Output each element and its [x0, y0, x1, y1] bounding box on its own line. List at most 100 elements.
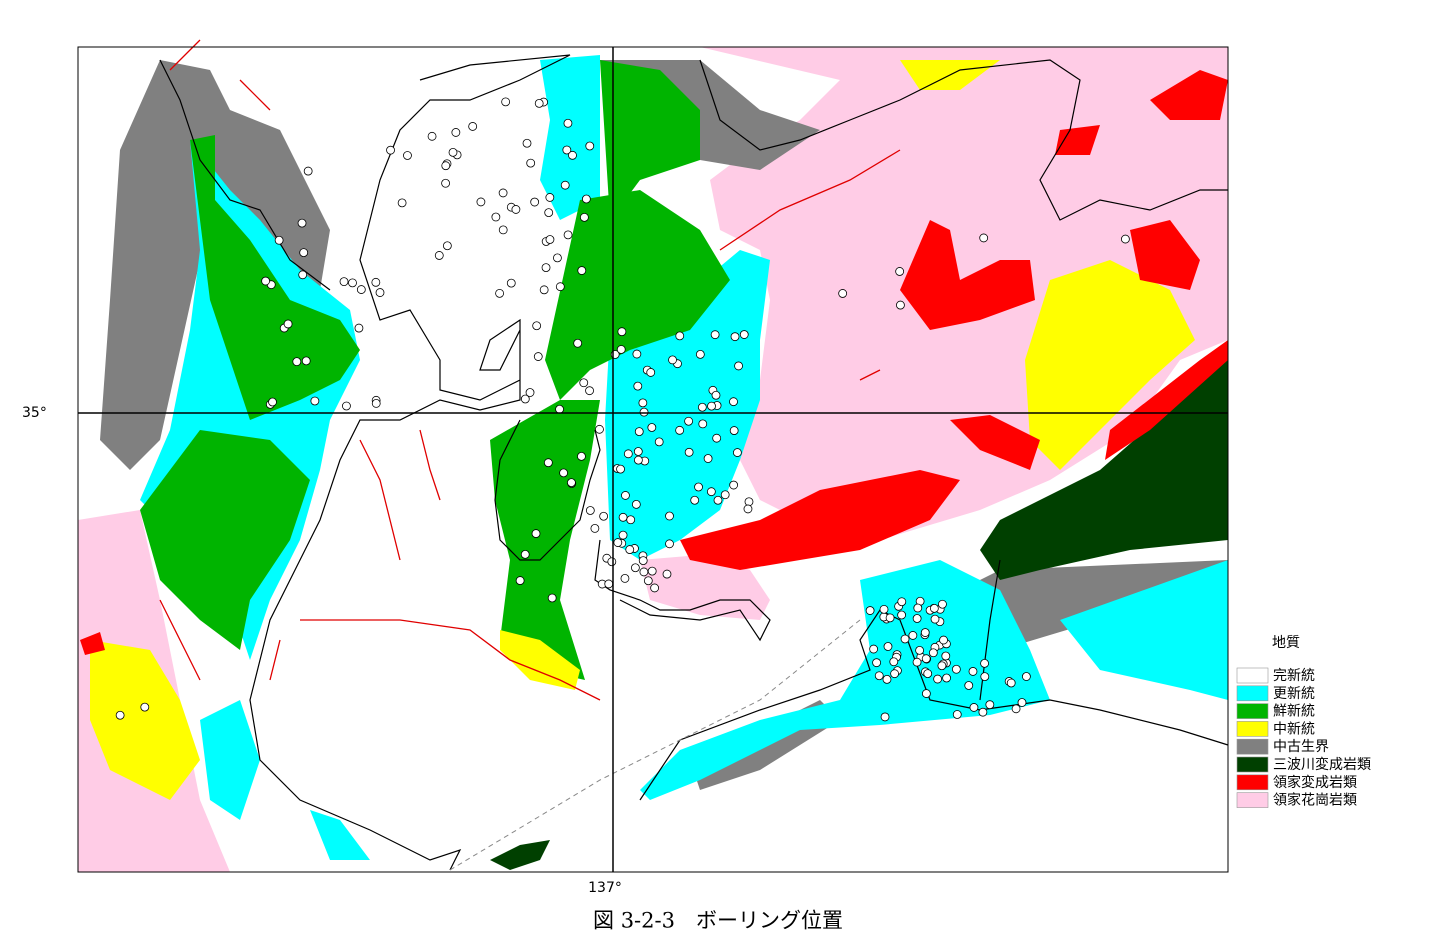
borehole: [698, 419, 708, 429]
borehole: [616, 464, 625, 474]
borehole: [720, 490, 730, 500]
legend-label: 三波川変成岩類: [1273, 756, 1371, 773]
borehole: [730, 332, 740, 342]
borehole: [665, 539, 674, 549]
borehole: [729, 426, 739, 435]
borehole: [665, 511, 674, 521]
borehole: [920, 628, 930, 637]
borehole: [354, 323, 364, 333]
map-frame: [77, 46, 1229, 873]
borehole: [441, 161, 451, 171]
borehole: [643, 576, 653, 586]
borehole: [268, 397, 277, 407]
borehole: [897, 610, 907, 620]
borehole: [734, 361, 743, 371]
legend-swatch: [1236, 721, 1269, 737]
pleistocene-area: [310, 810, 370, 860]
borehole: [889, 657, 899, 667]
borehole: [869, 644, 879, 654]
borehole: [1021, 672, 1031, 681]
fault: [159, 39, 901, 701]
borehole: [706, 487, 716, 497]
borehole: [712, 433, 722, 443]
borehole: [531, 529, 541, 538]
borehole: [675, 425, 685, 435]
ryoke-meta-area: [900, 220, 1035, 330]
borehole: [1017, 698, 1027, 707]
borehole: [638, 398, 648, 408]
borehole: [897, 597, 907, 607]
borehole: [980, 658, 989, 668]
ryoke-meta-area: [1105, 340, 1228, 460]
borehole: [684, 447, 694, 457]
borehole: [563, 230, 573, 240]
borehole: [560, 180, 570, 190]
borehole: [739, 330, 749, 339]
borehole: [585, 386, 594, 396]
borehole: [567, 478, 576, 488]
borehole: [937, 661, 947, 671]
borehole: [545, 235, 555, 244]
borehole: [623, 449, 633, 459]
borehole: [618, 512, 628, 522]
borehole: [599, 511, 609, 521]
borehole: [928, 648, 938, 658]
borehole: [534, 98, 544, 108]
borehole: [647, 566, 657, 576]
borehole: [442, 241, 452, 251]
borehole: [733, 448, 742, 457]
borehole: [579, 378, 589, 388]
legend-label: 領家花崗岩類: [1273, 792, 1357, 809]
borehole: [371, 277, 381, 287]
legend-swatch: [1236, 792, 1269, 808]
borehole: [375, 288, 385, 297]
borehole: [441, 178, 451, 188]
borehole: [577, 451, 586, 461]
boundary-line: [449, 619, 861, 871]
borehole: [707, 401, 716, 411]
borehole: [895, 267, 905, 276]
borehole: [938, 599, 947, 609]
ryoke-meta-area: [1150, 70, 1228, 120]
borehole: [299, 248, 309, 257]
borehole: [942, 673, 951, 683]
borehole: [923, 669, 933, 679]
borehole: [630, 563, 640, 573]
borehole: [568, 150, 577, 160]
borehole: [874, 671, 884, 681]
borehole: [633, 447, 643, 456]
borehole: [985, 700, 995, 710]
borehole: [427, 131, 437, 141]
coastline: [249, 54, 571, 871]
borehole: [872, 658, 881, 668]
borehole: [520, 549, 530, 559]
borehole: [694, 482, 703, 492]
pliocene-area: [600, 60, 700, 220]
borehole: [703, 454, 713, 463]
borehole: [646, 368, 656, 377]
borehole: [579, 212, 589, 222]
borehole: [979, 233, 989, 243]
borehole: [890, 669, 900, 679]
borehole: [633, 381, 643, 391]
borehole: [912, 657, 922, 667]
borehole: [448, 147, 458, 157]
pliocene-area: [190, 135, 360, 420]
borehole: [274, 235, 284, 245]
ryoke-meta-area: [1055, 125, 1100, 155]
borehole: [865, 606, 875, 615]
borehole: [915, 645, 925, 655]
borehole: [339, 277, 349, 287]
borehole: [921, 689, 931, 698]
borehole: [451, 128, 461, 137]
borehole: [1011, 704, 1021, 714]
borehole: [695, 349, 705, 359]
borehole: [921, 654, 931, 664]
borehole: [501, 97, 511, 107]
borehole: [638, 556, 648, 566]
borehole: [690, 495, 700, 505]
legend-swatch: [1236, 667, 1269, 684]
borehole: [526, 158, 536, 168]
borehole: [743, 504, 753, 514]
miocene-area: [500, 630, 580, 690]
